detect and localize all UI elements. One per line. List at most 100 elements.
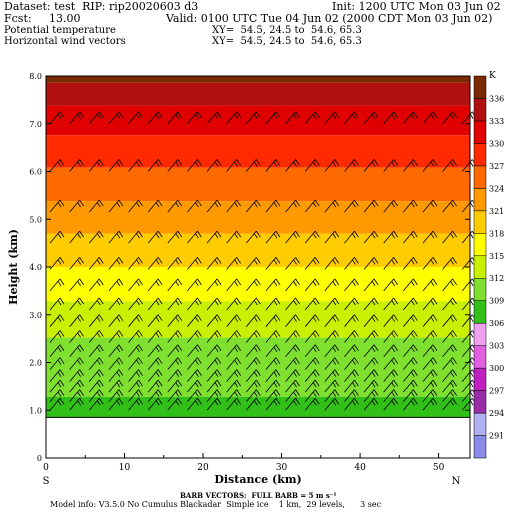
barb-flag [216,389,222,396]
barb-flag [79,278,84,286]
wind-barb [304,369,320,382]
barb-flag [469,391,474,397]
barb-staff [442,397,453,411]
colorbar-swatch [473,233,487,257]
colorbar-unit: K [489,71,496,81]
wind-barb [69,111,84,125]
barb-flag [469,113,474,119]
barb-flag [214,161,219,167]
wind-barb [403,379,418,393]
y-axis-label: Height (km) [7,229,20,305]
barb-staff [363,314,375,327]
wind-barb [245,379,261,393]
barb-flag [77,391,81,397]
barb-flag [197,297,202,305]
barb-staff [422,314,434,327]
barb-flag [136,359,140,365]
barb-staff [383,330,395,343]
barb-flag [236,278,241,286]
barb-flag [352,202,356,208]
barb-flag [96,382,101,388]
wind-barb [226,389,241,402]
barb-staff [88,344,100,358]
wind-barb [206,389,222,402]
barb-staff [108,257,120,270]
barb-staff [128,397,139,411]
wind-barb [285,278,300,292]
barb-staff [304,230,316,244]
barb-flag [312,113,317,119]
barb-staff [461,389,473,402]
barb-staff [187,230,198,244]
wind-barb [442,159,457,172]
wind-barb [245,297,261,311]
barb-staff [147,159,159,172]
colorbar-swatch [473,277,487,301]
barb-flag [116,113,121,119]
barb-flag [136,281,140,287]
wind-barb [344,379,359,393]
barb-flag [57,259,62,265]
wind-barb [403,314,418,327]
barb-flag [430,359,435,365]
barb-staff [324,389,336,402]
barb-flag [98,369,104,376]
wind-barb [49,111,65,125]
barb-flag [116,382,121,388]
barb-flag [332,259,337,265]
barb-staff [285,344,296,358]
barb-flag [77,400,81,406]
barb-staff [245,389,257,402]
wind-barb [265,379,281,393]
barb-staff [187,389,198,402]
barb-staff [442,257,453,270]
barb-flag [293,359,297,365]
wind-barb [442,111,457,125]
barb-flag [312,202,317,208]
wind-barb [167,278,183,292]
barb-flag [96,391,101,397]
barb-flag [275,199,281,207]
barb-flag [118,278,124,286]
wind-barb [265,389,281,402]
barb-staff [363,278,375,292]
barb-staff [265,111,277,125]
barb-flag [312,281,317,287]
barb-flag [391,233,396,239]
wind-barb [245,314,261,327]
barb-staff [383,199,395,213]
barb-flag [413,369,418,376]
barb-flag [253,161,258,167]
wind-barb [403,159,418,172]
wind-barb [147,344,163,358]
barb-flag [295,257,300,264]
barb-flag [195,332,199,338]
barb-staff [108,297,120,311]
barb-staff [206,344,218,358]
barb-flag [59,330,65,337]
barb-staff [206,159,218,172]
barb-flag [450,359,454,365]
barb-staff [147,357,159,370]
barb-flag [79,389,84,396]
barb-staff [167,278,179,292]
wind-barb [187,230,202,244]
barb-flag [432,199,438,207]
barb-staff [285,111,296,125]
barb-flag [314,389,320,396]
barb-flag [79,379,84,387]
barb-flag [373,230,379,238]
barb-staff [108,344,120,358]
barb-flag [155,391,160,397]
barb-flag [96,300,101,306]
wind-barb [422,257,438,270]
wind-barb [304,379,320,393]
barb-flag [413,330,418,337]
barb-flag [469,400,474,406]
barb-flag [293,371,297,377]
wind-barb [108,230,124,244]
barb-flag [432,278,438,286]
barb-flag [371,391,376,397]
y-tick-label: 4.0 [29,263,42,272]
barb-flag [275,369,281,376]
